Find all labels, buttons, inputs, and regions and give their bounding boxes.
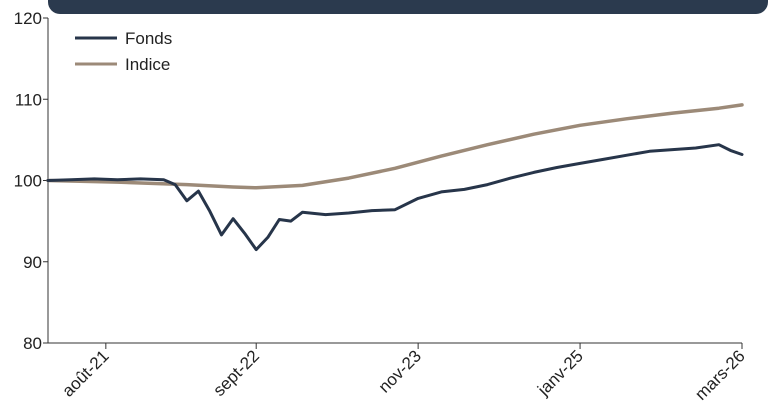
x-tick-label: janv-25 bbox=[533, 346, 587, 400]
x-tick-label: nov-23 bbox=[375, 346, 425, 396]
y-tick-label: 110 bbox=[15, 90, 42, 109]
y-tick-label: 120 bbox=[14, 9, 42, 28]
x-tick-label: août-21 bbox=[58, 346, 112, 400]
legend-label-fonds: Fonds bbox=[125, 29, 172, 48]
series-line-fonds bbox=[48, 145, 742, 250]
y-tick-label: 90 bbox=[23, 253, 42, 272]
series-layer bbox=[48, 105, 742, 250]
y-tick-label: 80 bbox=[23, 334, 42, 353]
x-tick-label: mars-26 bbox=[691, 346, 749, 401]
legend-label-indice: Indice bbox=[125, 55, 170, 74]
x-tick-label: sept-22 bbox=[209, 346, 263, 400]
legend: Fonds Indice bbox=[75, 29, 172, 74]
series-line-indice bbox=[48, 105, 742, 188]
axes: 80 90 100 110 120 août-21 sept-22 nov-23 janv-25… bbox=[14, 9, 749, 401]
y-tick-label: 100 bbox=[14, 172, 42, 191]
